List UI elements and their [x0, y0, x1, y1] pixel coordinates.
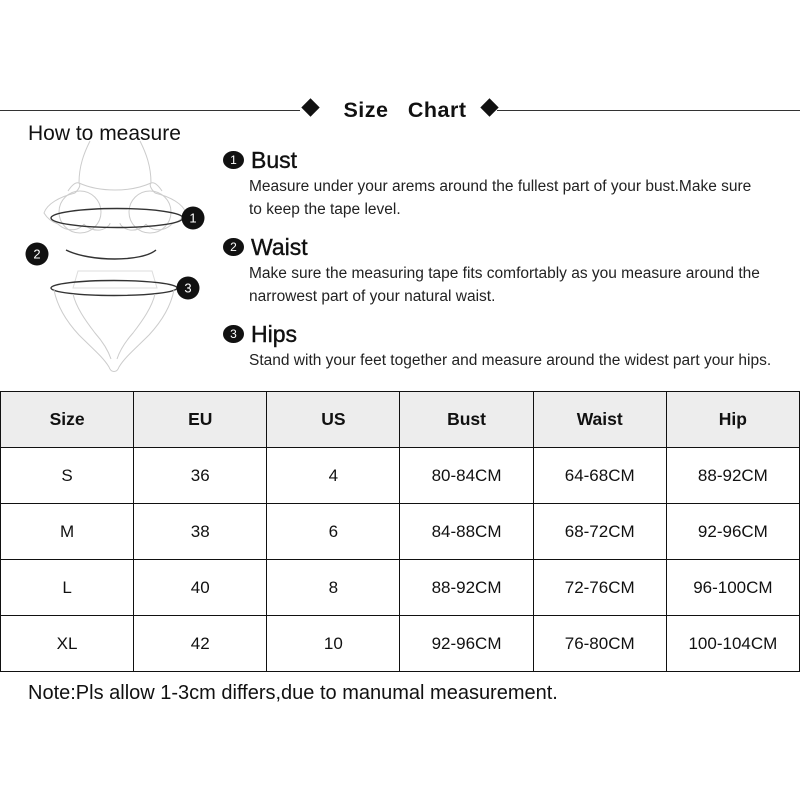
- svg-text:2: 2: [33, 247, 40, 262]
- svg-text:1: 1: [189, 211, 196, 226]
- svg-text:3: 3: [184, 281, 191, 296]
